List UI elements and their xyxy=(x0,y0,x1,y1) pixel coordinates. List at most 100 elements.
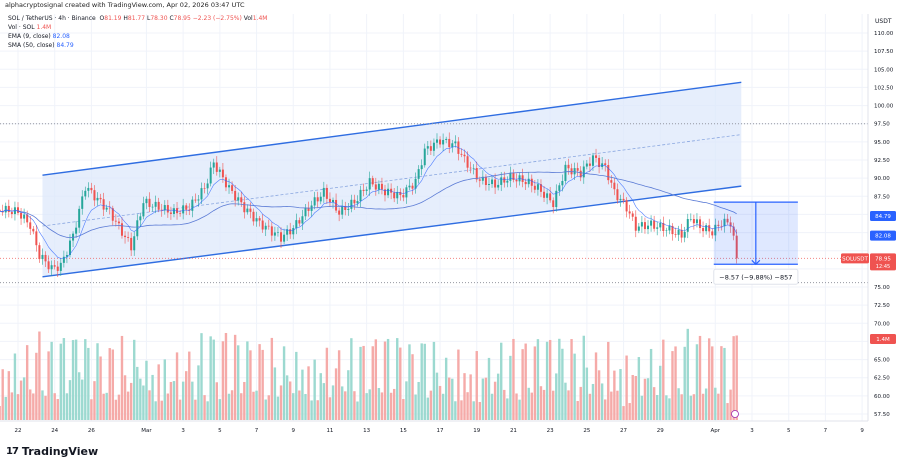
candle-body xyxy=(145,198,148,204)
volume-bar xyxy=(325,347,329,420)
volume-bar xyxy=(552,390,555,420)
candle-body xyxy=(481,176,484,181)
volume-bar xyxy=(622,406,625,420)
volume-bar xyxy=(643,378,647,420)
candle-body xyxy=(215,162,218,172)
volume-bar xyxy=(145,360,148,420)
candle-body xyxy=(491,179,494,185)
candle-body xyxy=(647,225,650,230)
volume-bar xyxy=(316,400,319,420)
volume-bar xyxy=(548,339,552,420)
high-value: 81.77 xyxy=(127,15,146,22)
candle-body xyxy=(380,183,383,190)
volume-bar xyxy=(558,338,561,420)
volume-bar xyxy=(597,370,601,420)
candle-body xyxy=(435,139,438,143)
candle-body xyxy=(582,166,585,178)
price-tick: 72.50 xyxy=(874,303,890,309)
price-range-measure[interactable]: −8.57 (−9.88%) −857 xyxy=(713,201,799,285)
volume-bar xyxy=(194,399,197,420)
volume-bar xyxy=(102,393,105,420)
candle-body xyxy=(524,181,527,185)
volume-bar xyxy=(487,357,491,420)
candle-body xyxy=(732,226,735,236)
symbol-label[interactable]: SOL / TetherUS · 4h · Binance xyxy=(8,15,96,22)
volume-bar xyxy=(619,369,622,420)
candle-body xyxy=(720,225,723,227)
volume-bar xyxy=(380,392,384,420)
volume-bar xyxy=(579,386,582,420)
volume-bar xyxy=(81,379,84,420)
volume-bar xyxy=(444,357,448,420)
candle-body xyxy=(466,156,469,168)
time-tick: 17 xyxy=(437,428,444,434)
volume-bar xyxy=(7,371,11,420)
volume-bar xyxy=(420,343,423,420)
volume-bar xyxy=(279,385,283,420)
volume-indicator-row[interactable]: Vol · SOL 1.4M xyxy=(8,23,267,32)
volume-bar xyxy=(264,399,267,420)
candle-body xyxy=(555,190,558,208)
candle-body xyxy=(426,146,429,149)
ema-indicator-row[interactable]: EMA (9, close) 82.08 xyxy=(8,32,267,41)
candle-body xyxy=(338,210,341,215)
ma-price-badge xyxy=(870,230,896,241)
price-tick: 75.00 xyxy=(874,285,890,291)
volume-bar xyxy=(224,332,228,420)
high-label: H xyxy=(123,15,128,22)
volume-bar xyxy=(139,378,142,420)
volume-bar xyxy=(340,386,344,420)
candle-body xyxy=(567,164,570,169)
volume-bar xyxy=(665,395,668,420)
candle-body xyxy=(509,172,512,181)
volume-bar xyxy=(564,382,567,420)
volume-bar xyxy=(328,397,332,420)
candle-body xyxy=(677,229,680,235)
parallel-channel[interactable] xyxy=(42,81,742,278)
candle-body xyxy=(68,240,71,255)
volume-bar xyxy=(567,390,570,420)
candle-body xyxy=(102,199,105,210)
volume-bar xyxy=(530,392,533,420)
candle-body xyxy=(533,185,536,190)
candle-body xyxy=(365,189,368,191)
sma-indicator-row[interactable]: SMA (50, close) 84.79 xyxy=(8,41,267,50)
candle-body xyxy=(588,163,591,166)
price-axis[interactable]: USDT 110.00 107.50 105.00 102.50 100.00 97.50 9… xyxy=(841,0,900,440)
volume-bars xyxy=(0,328,738,420)
candle-body xyxy=(628,211,631,214)
volume-bar xyxy=(659,365,662,420)
price-tick: 97.50 xyxy=(874,122,890,128)
candle-body xyxy=(84,190,87,197)
channel-lower-line xyxy=(42,185,742,278)
volume-bar xyxy=(637,357,641,420)
volume-bar xyxy=(481,378,485,420)
candle-body xyxy=(539,184,542,192)
lightning-event-icon[interactable] xyxy=(731,410,739,418)
volume-badge-label: 1.4M xyxy=(876,337,890,343)
channel-upper-line xyxy=(42,81,742,176)
volume-bar xyxy=(126,391,130,420)
volume-bar xyxy=(732,336,735,420)
volume-bar xyxy=(500,342,503,420)
candle-body xyxy=(384,189,386,196)
volume-bar xyxy=(402,399,405,420)
time-axis[interactable]: 22 24 26 Mar 3 5 7 9 11 13 15 17 19 21 23 25 27 29 Apr 3 5 7 9 xyxy=(0,410,868,435)
volume-bar xyxy=(230,390,234,420)
candle-body xyxy=(228,185,231,188)
volume-bar xyxy=(726,403,729,420)
last-price-value: 78.95 xyxy=(875,256,891,262)
volume-bar xyxy=(353,391,356,420)
candle-body xyxy=(224,177,227,188)
volume-bar xyxy=(310,400,313,420)
currency-label: USDT xyxy=(875,18,892,25)
volume-bar xyxy=(717,393,720,420)
volume-bar xyxy=(307,366,310,420)
volume-bar xyxy=(71,340,75,420)
candle-body xyxy=(240,197,243,203)
volume-bar xyxy=(649,348,653,420)
candle-body xyxy=(598,157,601,168)
candle-body xyxy=(619,198,622,201)
candle-body xyxy=(209,167,212,184)
